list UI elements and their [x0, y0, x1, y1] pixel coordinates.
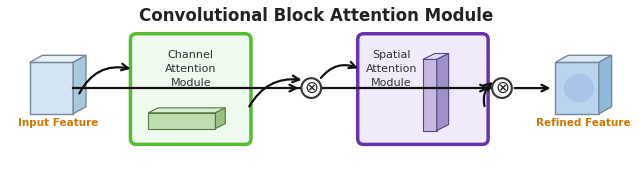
FancyBboxPatch shape: [131, 34, 251, 144]
Polygon shape: [216, 108, 225, 129]
Polygon shape: [73, 55, 86, 114]
Ellipse shape: [564, 74, 595, 102]
Text: Convolutional Block Attention Module: Convolutional Block Attention Module: [139, 7, 493, 25]
Text: ⊗: ⊗: [495, 79, 509, 97]
Polygon shape: [148, 113, 216, 129]
Text: ⊗: ⊗: [305, 79, 318, 97]
Text: Spatial
Attention
Module: Spatial Attention Module: [365, 50, 417, 88]
Polygon shape: [556, 55, 612, 62]
Polygon shape: [148, 108, 225, 113]
Circle shape: [301, 78, 321, 98]
Circle shape: [492, 78, 512, 98]
Text: Refined Feature: Refined Feature: [536, 118, 631, 128]
Polygon shape: [436, 53, 449, 131]
FancyBboxPatch shape: [358, 34, 488, 144]
Text: Channel
Attention
Module: Channel Attention Module: [165, 50, 216, 88]
Polygon shape: [423, 59, 436, 131]
Polygon shape: [556, 62, 599, 114]
Polygon shape: [29, 55, 86, 62]
Polygon shape: [599, 55, 612, 114]
Text: Input Feature: Input Feature: [18, 118, 98, 128]
Polygon shape: [423, 53, 449, 59]
Polygon shape: [29, 62, 73, 114]
